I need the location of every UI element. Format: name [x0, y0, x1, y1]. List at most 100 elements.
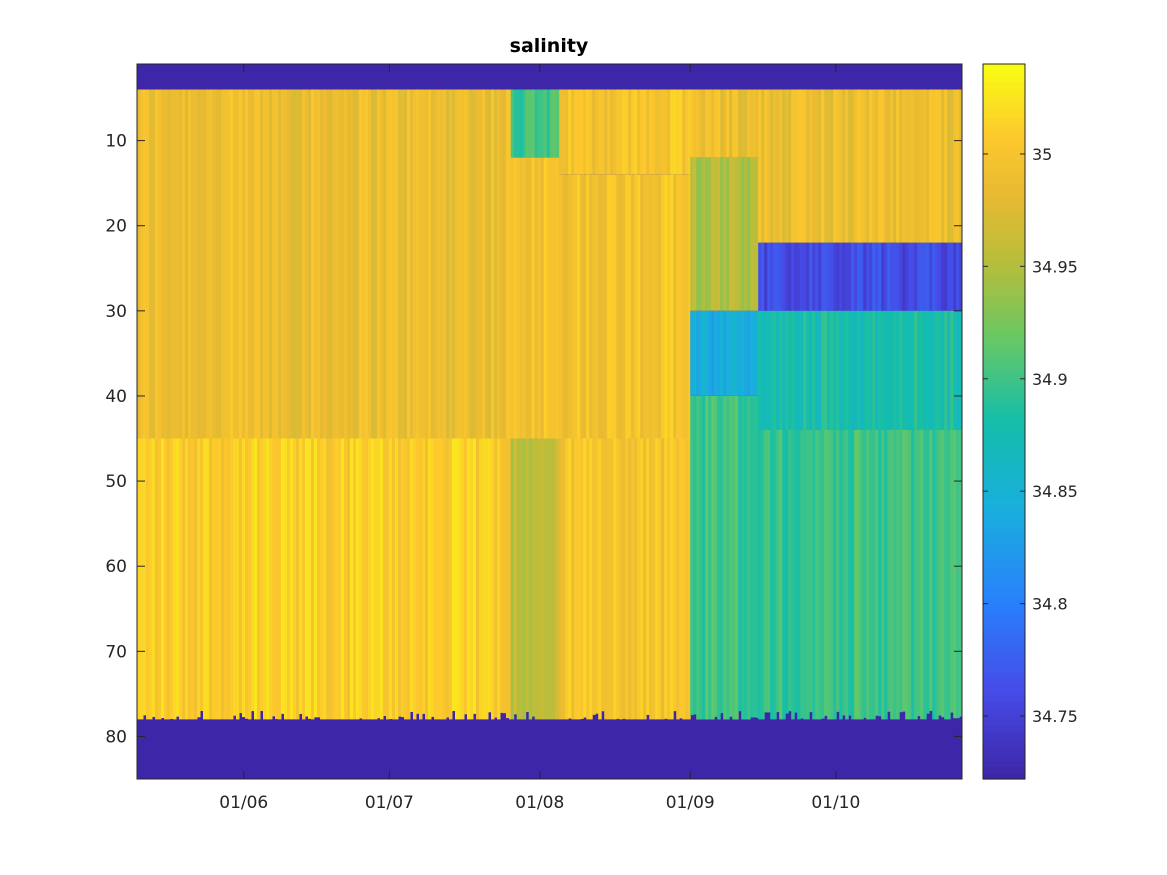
heatmap-cell: [848, 430, 852, 716]
heatmap-cell: [830, 242, 834, 311]
heatmap-cell: [887, 430, 891, 712]
heatmap-cell: [410, 89, 414, 439]
heatmap-cell: [717, 310, 721, 396]
colorbar-segment: [983, 81, 1025, 89]
colorbar-segment: [983, 463, 1025, 470]
heatmap-cell: [203, 438, 207, 720]
heatmap-cell: [598, 174, 602, 439]
colorbar-segment: [983, 624, 1025, 631]
heatmap-cell: [905, 430, 909, 720]
colorbar-segment: [983, 177, 1025, 184]
heatmap-cell: [586, 89, 590, 175]
heatmap-cell: [519, 157, 524, 439]
heatmap-cell: [152, 438, 156, 717]
heatmap-cell: [194, 438, 198, 720]
heatmap-cell: [284, 438, 288, 720]
colorbar-segment: [983, 695, 1025, 703]
heatmap-cell: [956, 430, 960, 719]
heatmap-cell: [809, 430, 813, 713]
colorbar-segment: [983, 677, 1025, 685]
heatmap-cell: [383, 438, 387, 716]
heatmap-cell: [497, 89, 501, 439]
heatmap-cell: [824, 430, 828, 716]
heatmap-cell: [652, 89, 656, 175]
heatmap-cell: [380, 89, 384, 439]
y-tick-label: 10: [105, 132, 127, 152]
heatmap-cell: [693, 396, 697, 715]
heatmap-cell: [764, 310, 768, 430]
heatmap-cell: [601, 438, 605, 712]
heatmap-cell: [803, 310, 807, 430]
colorbar-segment: [983, 749, 1025, 756]
x-tick-label: 01/08: [515, 793, 564, 813]
heatmap-cell: [565, 174, 569, 439]
heatmap-cell: [604, 438, 608, 720]
heatmap-cell: [935, 242, 939, 311]
heatmap-cell: [863, 430, 867, 718]
colorbar-tick-label: 34.9: [1032, 370, 1068, 389]
heatmap-cell: [726, 310, 730, 396]
heatmap-cell: [667, 89, 671, 175]
heatmap-cell: [747, 157, 751, 311]
heatmap-cell: [821, 310, 825, 430]
heatmap-cell: [720, 310, 724, 396]
colorbar-segment: [983, 147, 1025, 154]
heatmap-cell: [670, 438, 674, 720]
colorbar-segment: [983, 552, 1025, 560]
heatmap-cell: [696, 89, 700, 158]
heatmap-cell: [519, 89, 524, 158]
heatmap-cell: [860, 310, 864, 430]
heatmap-cell: [522, 89, 527, 158]
heatmap-cell: [682, 174, 686, 439]
heatmap-cell: [872, 89, 876, 243]
heatmap-cell: [371, 438, 375, 720]
heatmap-cell: [929, 430, 933, 711]
heatmap-cell: [842, 89, 846, 243]
heatmap-cell: [251, 89, 255, 439]
heatmap-cell: [685, 89, 689, 175]
heatmap-cell: [506, 438, 510, 719]
heatmap-cell: [365, 89, 369, 439]
heatmap-cell: [699, 310, 703, 396]
heatmap-cell: [236, 89, 240, 439]
heatmap-cell: [741, 396, 745, 720]
heatmap-cell: [770, 89, 774, 243]
heatmap-cell: [200, 89, 204, 439]
colorbar-segment: [983, 296, 1025, 303]
heatmap-cell: [679, 89, 683, 175]
heatmap-cell: [173, 89, 177, 439]
heatmap-cell: [741, 157, 745, 311]
heatmap-cell: [497, 438, 501, 720]
heatmap-cell: [610, 174, 614, 439]
heatmap-cell: [791, 430, 795, 720]
heatmap-cell: [833, 89, 837, 243]
heatmap-cell: [245, 89, 249, 439]
heatmap-cell: [923, 242, 927, 311]
heatmap-cell: [896, 89, 900, 243]
heatmap-cell: [640, 174, 644, 439]
heatmap-cell: [299, 438, 303, 714]
heatmap-cell: [747, 396, 751, 720]
heatmap-cell: [902, 89, 906, 243]
heatmap-cell: [525, 89, 530, 158]
heatmap-cell: [673, 89, 677, 175]
colorbar-segment: [983, 534, 1025, 542]
heatmap-cell: [878, 430, 882, 717]
heatmap-cell: [191, 438, 195, 720]
heatmap-cell: [362, 89, 366, 439]
colorbar-segment: [983, 338, 1025, 345]
heatmap-cell: [833, 310, 837, 430]
heatmap-cell: [833, 242, 837, 311]
heatmap-cell: [296, 89, 300, 439]
heatmap-cell: [485, 89, 489, 439]
heatmap-cell: [528, 89, 533, 158]
heatmap-cell: [941, 310, 945, 430]
heatmap-cell: [655, 174, 659, 439]
heatmap-cell: [714, 310, 718, 396]
heatmap-cell: [863, 242, 867, 311]
heatmap-cell: [758, 430, 762, 720]
heatmap-cell: [293, 438, 297, 720]
heatmap-cell: [761, 242, 765, 311]
heatmap-cell: [705, 157, 709, 311]
